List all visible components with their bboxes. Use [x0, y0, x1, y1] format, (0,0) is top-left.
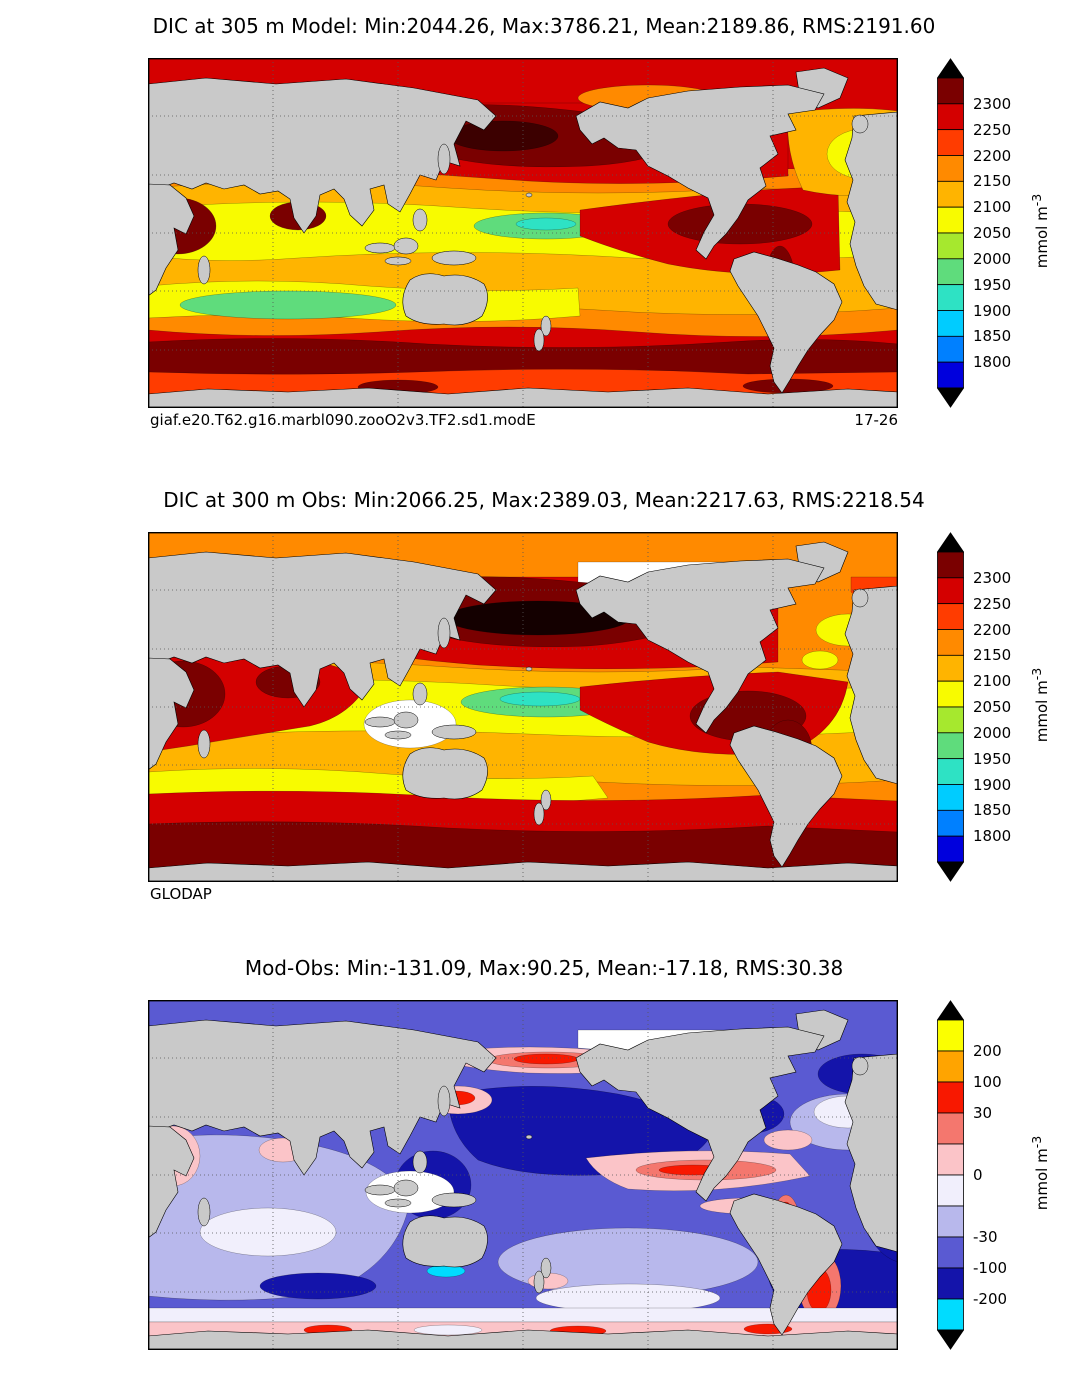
colorbar-tick-label: 1850 — [973, 327, 1012, 346]
colorbar-tick-label: 2150 — [973, 172, 1012, 191]
panel-model: DIC at 305 m Model: Min:2044.26, Max:378… — [0, 8, 1088, 448]
map-obs-svg — [148, 532, 898, 882]
panel-model-title: DIC at 305 m Model: Min:2044.26, Max:378… — [152, 14, 936, 38]
colorbar-tick-label: 1800 — [973, 353, 1012, 372]
colorbar-tick-label: 2100 — [973, 672, 1012, 691]
colorbar-model-ticks: 2300 2250 2200 2150 2100 2050 2000 1950 1900 1850… — [973, 58, 1043, 408]
run-label: giaf.e20.T62.g16.marbl090.zooO2v3.TF2.sd… — [150, 411, 536, 429]
unit-text: mmol m — [1033, 206, 1051, 269]
colorbar-tick-label: -30 — [973, 1228, 998, 1246]
colorbar-tick-label: 2250 — [973, 594, 1012, 613]
map-model — [148, 58, 898, 408]
colorbar-tick-label: 2000 — [973, 249, 1012, 268]
colorbar-tick-label: 0 — [973, 1166, 983, 1184]
colorbar-tick-label: 2300 — [973, 568, 1012, 587]
dataset-label: GLODAP — [150, 885, 212, 903]
colorbar-obs-unit-label: mmol m-3 — [1029, 645, 1051, 765]
colorbar-tick-label: 2200 — [973, 620, 1012, 639]
colorbar-tick-label: 1900 — [973, 775, 1012, 794]
colorbar-tick-label: 100 — [973, 1073, 1002, 1091]
colorbar-tick-label: 1850 — [973, 801, 1012, 820]
colorbar-tick-label: -100 — [973, 1259, 1008, 1277]
panel-diff-title: Mod-Obs: Min:-131.09, Max:90.25, Mean:-1… — [244, 956, 844, 980]
colorbar-tick-label: -200 — [973, 1290, 1008, 1308]
panel-obs-title: DIC at 300 m Obs: Min:2066.25, Max:2389.… — [163, 488, 925, 512]
colorbar-tick-label: 2150 — [973, 646, 1012, 665]
unit-text: mmol m — [1033, 1148, 1051, 1211]
year-range-label: 17-26 — [854, 411, 898, 429]
map-diff — [148, 1000, 898, 1350]
unit-exponent: -3 — [1029, 667, 1044, 681]
colorbar-diff — [937, 1000, 964, 1350]
colorbar-tick-label: 1900 — [973, 301, 1012, 320]
colorbar-tick-label: 2200 — [973, 146, 1012, 165]
map-diff-svg — [148, 1000, 898, 1350]
colorbar-tick-label: 2000 — [973, 723, 1012, 742]
colorbar-tick-label: 2100 — [973, 198, 1012, 217]
colorbar-tick-label: 30 — [973, 1104, 993, 1122]
unit-text: mmol m — [1033, 680, 1051, 743]
colorbar-tick-label: 200 — [973, 1042, 1002, 1060]
colorbar-obs — [937, 532, 964, 882]
panel-diff: Mod-Obs: Min:-131.09, Max:90.25, Mean:-1… — [0, 950, 1088, 1390]
colorbar-diff-unit-label: mmol m-3 — [1029, 1113, 1051, 1233]
colorbar-model-unit-label: mmol m-3 — [1029, 171, 1051, 291]
colorbar-tick-label: 2050 — [973, 224, 1012, 242]
colorbar-tick-label: 2250 — [973, 120, 1012, 139]
colorbar-tick-label: 2050 — [973, 698, 1012, 716]
colorbar-tick-label: 1800 — [973, 827, 1012, 846]
colorbar-tick-label: 1950 — [973, 749, 1012, 768]
colorbar-obs-ticks: 2300 2250 2200 2150 2100 2050 2000 1950 1900 1850… — [973, 532, 1043, 882]
colorbar-tick-label: 1950 — [973, 275, 1012, 294]
panel-obs: DIC at 300 m Obs: Min:2066.25, Max:2389.… — [0, 482, 1088, 922]
unit-exponent: -3 — [1029, 193, 1044, 207]
colorbar-diff-ticks: 200 100 30 0 -30 -100 -200 — [973, 1000, 1043, 1350]
colorbar-model — [937, 58, 964, 408]
map-obs — [148, 532, 898, 882]
unit-exponent: -3 — [1029, 1135, 1044, 1149]
colorbar-tick-label: 2300 — [973, 94, 1012, 113]
map-model-svg — [148, 58, 898, 408]
